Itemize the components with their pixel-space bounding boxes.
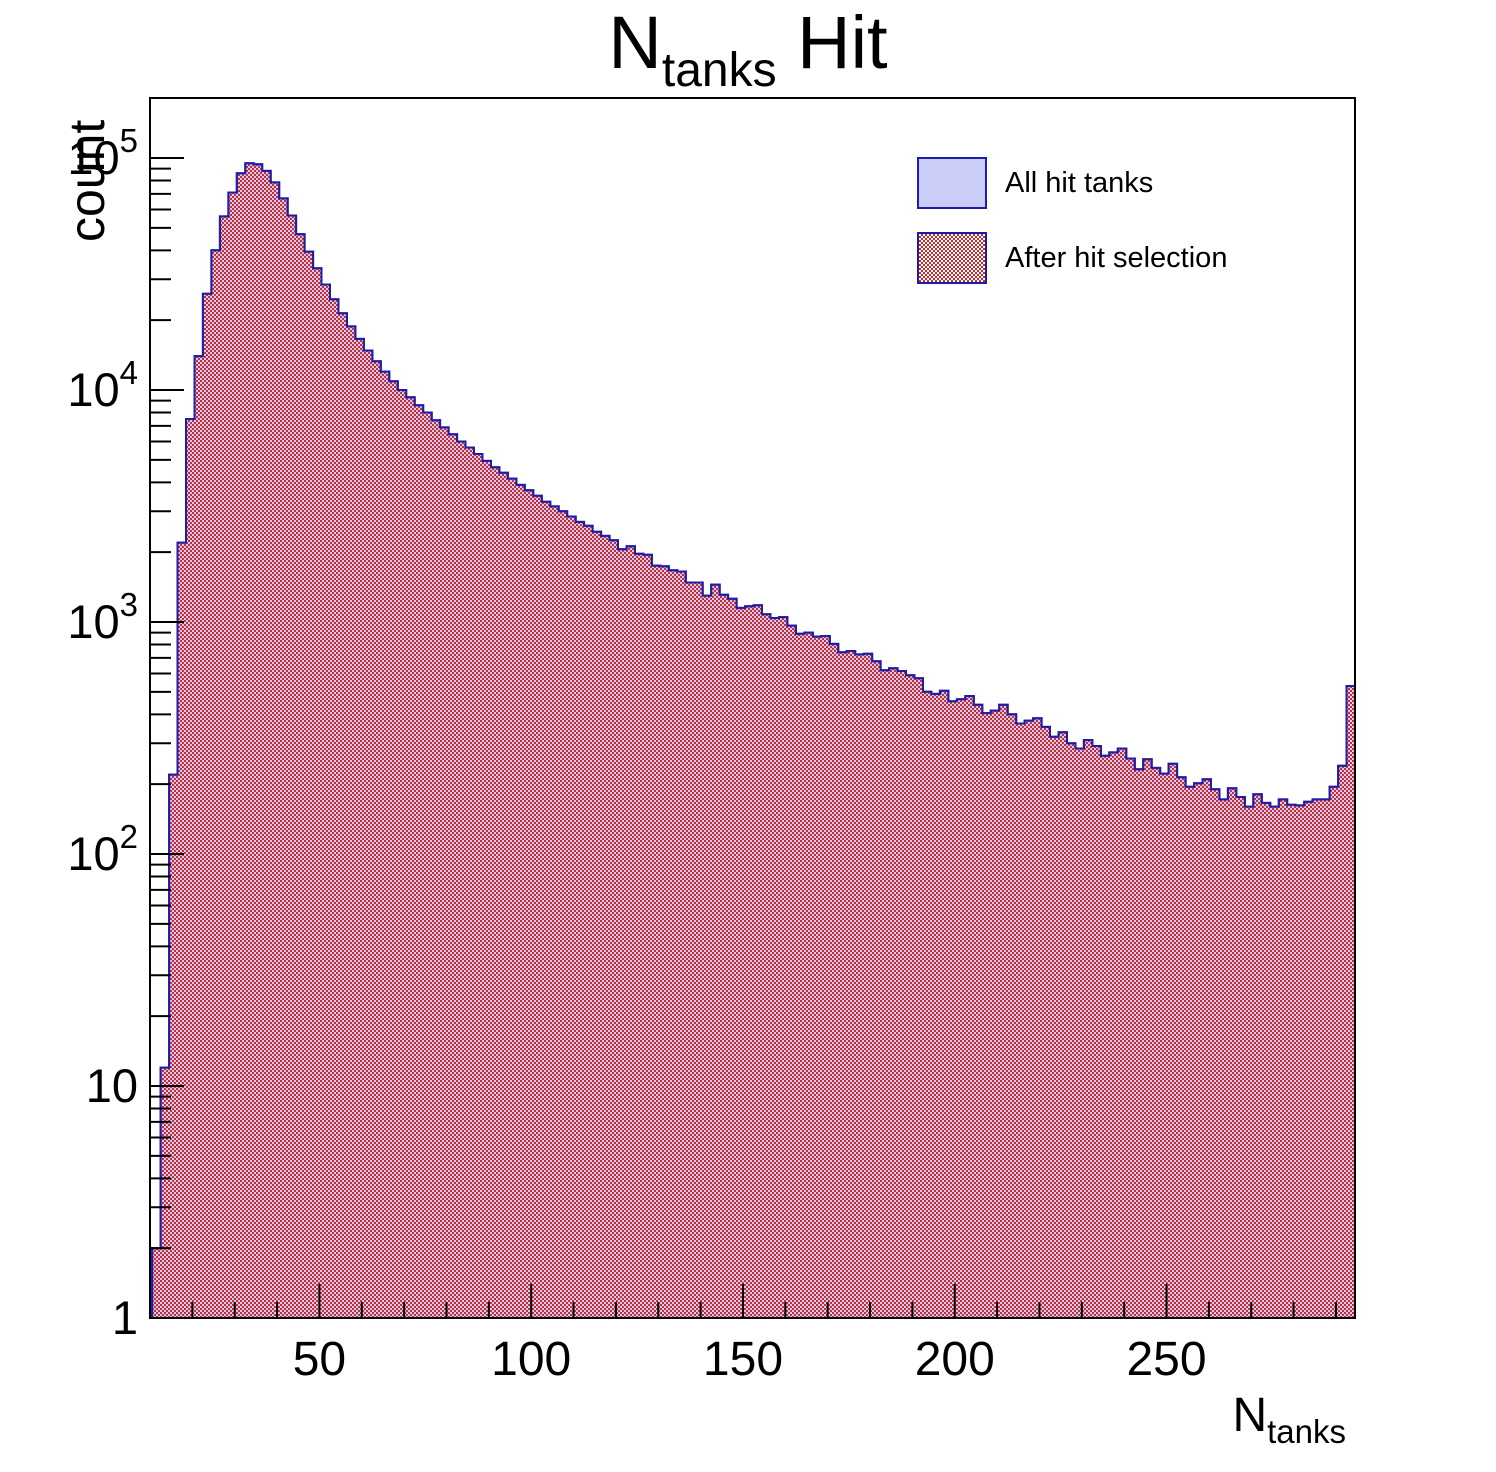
y-tick-label-10e5: 105 — [67, 122, 138, 184]
y-tick-label-1: 1 — [112, 1291, 138, 1344]
y-tick-label-10: 10 — [86, 1059, 138, 1112]
legend-label-after-hit-selection: After hit selection — [1005, 241, 1228, 274]
legend-label-all-hit-tanks: All hit tanks — [1005, 166, 1154, 199]
chart-title: Ntanks Hit — [0, 4, 1496, 96]
legend-item-all-hit-tanks: All hit tanks — [917, 157, 1153, 209]
series-after-hit-selection — [151, 162, 1356, 1319]
x-axis-title-prefix: N — [1232, 1389, 1268, 1442]
x-axis-title-subscript: tanks — [1267, 1413, 1346, 1450]
histogram-series — [151, 162, 1356, 1319]
x-axis-title: Ntanks — [1232, 1388, 1346, 1451]
y-tick-label-10e3: 103 — [67, 586, 138, 648]
x-tick-label-150: 150 — [703, 1333, 783, 1386]
x-tick-label-100: 100 — [491, 1333, 571, 1386]
chart-title-subscript: tanks — [661, 44, 777, 97]
y-tick-label-10e2: 102 — [67, 818, 138, 880]
axis-tick-labels: 50 100 150 200 250 1 10 102 103 104 105 — [67, 122, 1206, 1386]
chart-title-suffix: Hit — [776, 1, 888, 84]
axis-ticks — [150, 157, 1337, 1319]
legend-item-after-hit-selection: After hit selection — [917, 232, 1227, 284]
y-tick-label-10e4: 104 — [67, 354, 138, 416]
x-tick-label-50: 50 — [293, 1333, 346, 1386]
x-tick-label-200: 200 — [915, 1333, 995, 1386]
chart-title-prefix: N — [608, 1, 662, 84]
legend-swatch-after-hit-selection — [917, 232, 987, 284]
plot-frame — [149, 97, 1356, 1319]
x-tick-label-250: 250 — [1126, 1333, 1206, 1386]
legend-swatch-all-hit-tanks — [917, 157, 987, 209]
